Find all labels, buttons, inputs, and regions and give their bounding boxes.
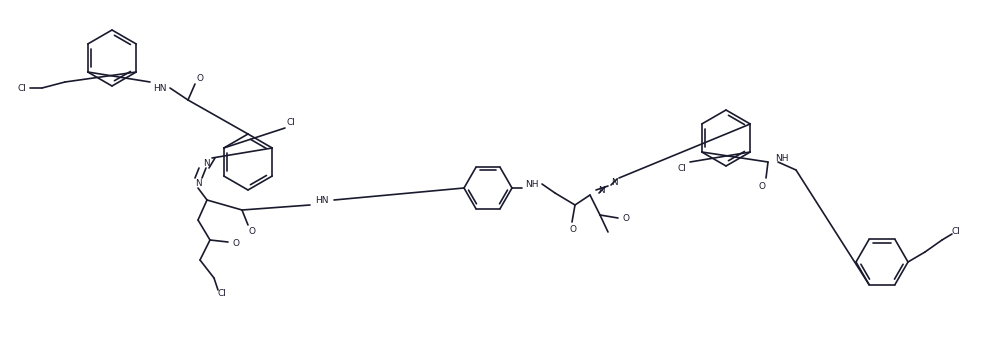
Text: O: O <box>232 240 239 248</box>
Text: Cl: Cl <box>952 227 960 236</box>
Text: N: N <box>195 178 202 187</box>
Text: N: N <box>203 159 210 167</box>
Text: NH: NH <box>775 154 789 162</box>
Text: O: O <box>570 226 577 235</box>
Text: O: O <box>197 74 204 82</box>
Text: N: N <box>611 177 617 186</box>
Text: Cl: Cl <box>217 290 226 298</box>
Text: N: N <box>597 186 604 195</box>
Text: O: O <box>623 213 630 222</box>
Text: Cl: Cl <box>18 84 27 92</box>
Text: O: O <box>249 227 256 236</box>
Text: NH: NH <box>525 180 539 188</box>
Text: Cl: Cl <box>678 164 687 172</box>
Text: HN: HN <box>315 196 329 205</box>
Text: Cl: Cl <box>286 117 295 126</box>
Text: O: O <box>759 181 766 191</box>
Text: HN: HN <box>154 84 166 92</box>
